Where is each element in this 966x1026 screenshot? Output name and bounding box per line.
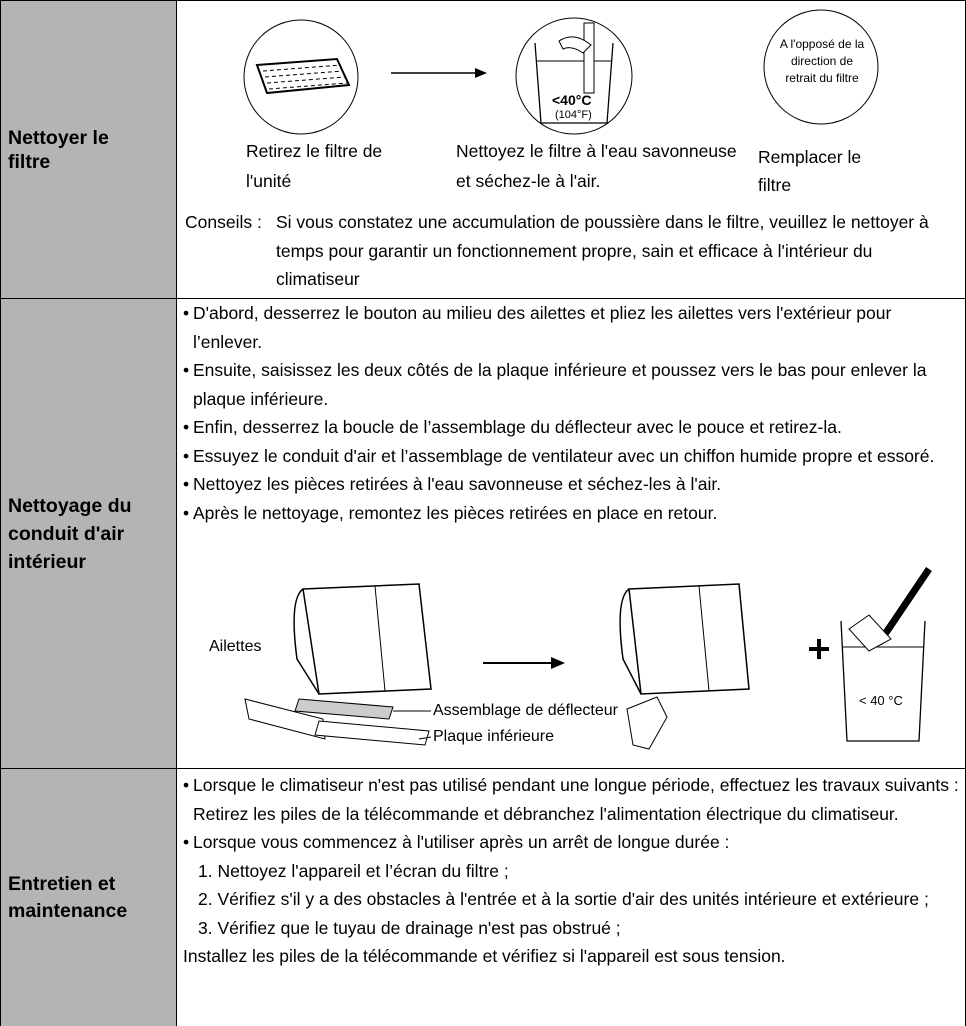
instruction: Ensuite, saisissez les deux côtés de la … (183, 356, 961, 413)
louver (244, 698, 326, 740)
section-maintenance: Entretien et maintenance Lorsque le clim… (0, 768, 966, 1026)
tip-text: Si vous constatez une accumulation de po… (276, 212, 929, 289)
tip: Conseils : Si vous constatez une accumula… (185, 208, 955, 294)
circle (763, 9, 879, 125)
step: 1. Nettoyez l'appareil et l’écran du fil… (198, 860, 509, 881)
arrowhead (475, 68, 487, 78)
unit-edge (374, 585, 386, 692)
figure-label: Plaque inférieure (433, 728, 554, 745)
step-caption: Remplacer le filtre (758, 147, 862, 195)
unit-side (619, 588, 642, 695)
figure-label: Assemblage de déflecteur (433, 702, 619, 719)
deflector-part (876, 567, 932, 645)
instruction-list: D'abord, desserrez le bouton au milieu d… (183, 299, 961, 527)
indoor-unit (302, 583, 432, 695)
figure-temperature: < 40 °C (859, 693, 903, 708)
tip-label: Conseils : (185, 212, 262, 232)
instruction-list: Lorsque le climatiseur n'est pas utilisé… (183, 771, 965, 971)
hand (626, 696, 668, 750)
section-header: Nettoyage du conduit d'air intérieur (1, 299, 177, 769)
plus (809, 639, 829, 659)
circle (515, 17, 633, 135)
deflector (294, 698, 394, 720)
section-title: Nettoyage du conduit d'air intérieur (8, 495, 132, 573)
step-caption: Nettoyez le filtre à l'eau savonneuse et… (456, 141, 737, 191)
filter-illustration: <40°C (104°F) (243, 9, 879, 135)
circle (243, 19, 359, 135)
hand (848, 614, 892, 652)
instruction: Lorsque vous commencez à l'utiliser aprè… (183, 828, 965, 857)
instruction: Après le nettoyage, remontez les pièces … (183, 499, 961, 528)
figure-label: Ailettes (209, 638, 261, 655)
instruction: Nettoyez les pièces retirées à l'eau sav… (183, 470, 961, 499)
indoor-unit (628, 583, 750, 695)
section-header: Nettoyer le filtre (1, 1, 177, 299)
section-duct: Nettoyage du conduit d'air intérieur D'a… (0, 298, 966, 769)
closing: Installez les piles de la télécommande e… (183, 946, 786, 966)
step: 3. Vérifiez que le tuyau de drainage n'e… (198, 917, 621, 938)
section-body: <40°C (104°F) A l'opposé de la direction… (179, 1, 965, 299)
section-title: Nettoyer le filtre (8, 127, 109, 173)
bucket (534, 42, 614, 124)
duct-illustration: Ailettes Assemblage de déflecteur Plaque… (209, 567, 932, 750)
section-filter: Nettoyer le filtre <40°C (104°F) A l'opp… (0, 0, 966, 299)
bucket (840, 620, 926, 742)
step: 2. Vérifiez s'il y a des obstacles à l'e… (198, 889, 929, 909)
step-note: A l'opposé de la direction de retrait du… (779, 37, 865, 85)
filter (583, 22, 595, 94)
section-body: Lorsque le climatiseur n'est pas utilisé… (179, 769, 965, 1026)
section-title: Entretien et maintenance (8, 872, 128, 922)
arrowhead (551, 657, 565, 669)
instruction: Enfin, desserrez la boucle de l’assembla… (183, 413, 961, 442)
filter-mesh (255, 57, 351, 95)
temperature-alt: (104°F) (555, 109, 592, 121)
section-header: Entretien et maintenance (1, 769, 177, 1026)
section-body: D'abord, desserrez le bouton au milieu d… (179, 299, 965, 769)
temperature: <40°C (552, 92, 591, 108)
leader (418, 736, 432, 740)
instruction: Essuyez le conduit d'air et l’assemblage… (183, 442, 961, 471)
instruction: D'abord, desserrez le bouton au milieu d… (183, 299, 961, 356)
bottom-plate (314, 720, 430, 746)
hand (558, 36, 592, 54)
unit-side (293, 588, 320, 695)
unit-edge (698, 585, 710, 692)
instruction: Lorsque le climatiseur n'est pas utilisé… (183, 771, 965, 828)
step-caption: Retirez le filtre de l'unité (246, 141, 383, 191)
